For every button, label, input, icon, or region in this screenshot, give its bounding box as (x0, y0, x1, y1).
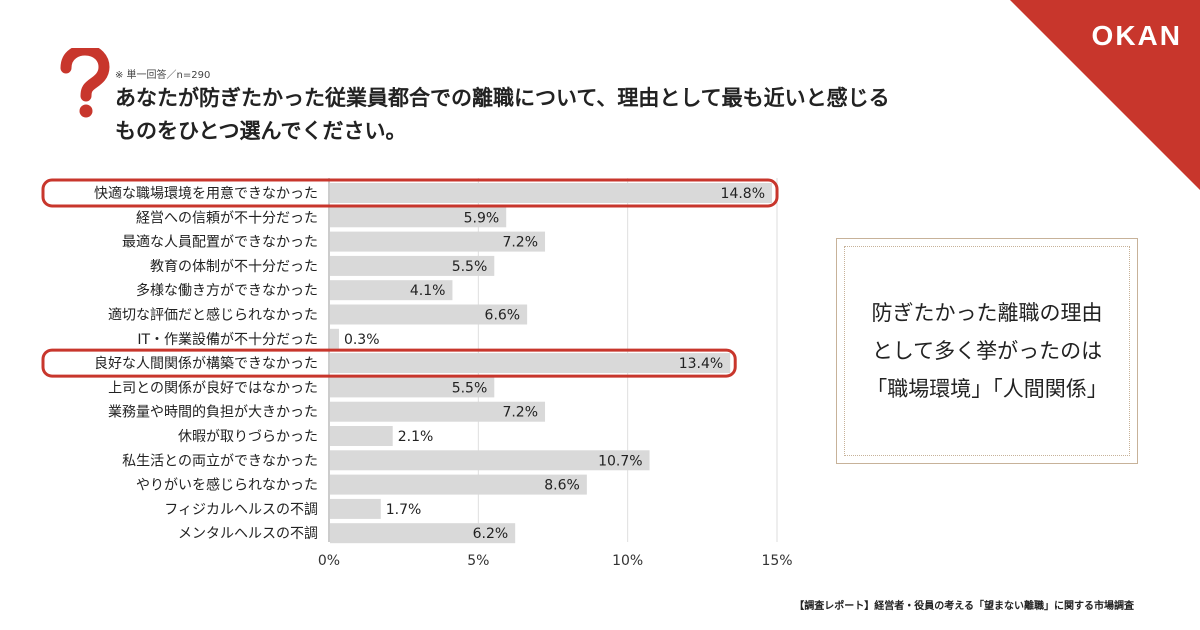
value-label: 8.6% (544, 478, 580, 494)
bar (330, 401, 546, 422)
value-label: 13.4% (679, 356, 723, 372)
bar (330, 523, 516, 544)
value-label: 5.5% (452, 259, 488, 275)
category-label: やりがいを感じられなかった (136, 477, 318, 494)
bar (330, 231, 546, 252)
category-label: 上司との関係が良好ではなかった (108, 380, 318, 396)
bar (330, 426, 393, 446)
brand-corner-triangle (1010, 0, 1200, 190)
callout-inner-border: 防ぎたかった離職の理由 として多く挙がったのは 「職場環境」「人間関係」 (844, 246, 1130, 456)
title-line-2: ものをひとつ選んでください。 (115, 119, 407, 143)
question-title: あなたが防ぎたかった従業員都合での離職について、理由として最も近いと感じる もの… (115, 82, 1015, 148)
highlights (41, 178, 779, 378)
value-label: 4.1% (410, 283, 446, 299)
x-tick-label: 5% (467, 553, 489, 569)
category-label: 良好な人間関係が構築できなかった (94, 356, 318, 372)
value-label: 7.2% (502, 405, 538, 421)
category-label: 適切な評価だと感じられなかった (108, 307, 318, 324)
bar (330, 183, 773, 203)
callout-text: 防ぎたかった離職の理由 として多く挙がったのは 「職場環境」「人間関係」 (845, 294, 1129, 408)
x-tick-label: 10% (612, 553, 643, 569)
category-label: 快適な職場環境を用意できなかった (94, 185, 318, 202)
bar (330, 304, 528, 325)
value-label: 14.8% (721, 186, 765, 202)
x-axis-ticks: 0% 5% 10% 15% (318, 553, 793, 569)
bar (330, 353, 731, 374)
source-caption: 【調査レポート】経営者・役員の考える「望まない離職」に関する市場調査 (794, 601, 1134, 612)
bar-chart: 快適な職場環境を用意できなかった経営への信頼が不十分だった最適な人員配置ができな… (41, 178, 793, 569)
value-label: 5.9% (464, 210, 500, 226)
highlight-outline (41, 178, 779, 208)
category-label: メンタルヘルスの不調 (178, 526, 318, 542)
category-label: 最適な人員配置ができなかった (122, 234, 318, 251)
value-label: 6.6% (485, 308, 521, 324)
callout-line-3: 「職場環境」「人間関係」 (866, 377, 1108, 401)
value-label: 6.2% (473, 526, 509, 542)
callout-line-1: 防ぎたかった離職の理由 (871, 301, 1103, 325)
value-label: 7.2% (502, 235, 538, 251)
category-labels: 快適な職場環境を用意できなかった経営への信頼が不十分だった最適な人員配置ができな… (94, 185, 318, 542)
bar (330, 498, 381, 519)
category-label: 休暇が取りづらかった (178, 429, 318, 445)
bars (330, 183, 773, 544)
category-label: 経営への信頼が不十分だった (136, 210, 318, 226)
value-label: 10.7% (598, 453, 642, 469)
value-label: 5.5% (452, 380, 488, 396)
category-label: 教育の体制が不十分だった (150, 259, 318, 275)
category-label: フィジカルヘルスの不調 (164, 502, 318, 518)
category-label: 多様な働き方ができなかった (136, 282, 318, 299)
value-label: 1.7% (386, 502, 422, 518)
bar (330, 474, 587, 495)
callout-line-2: として多く挙がったのは (871, 339, 1103, 363)
category-label: IT・作業設備が不十分だった (137, 332, 318, 348)
bar (330, 207, 507, 228)
title-line-1: あなたが防ぎたかった従業員都合での離職について、理由として最も近いと感じる (115, 86, 890, 110)
bar (330, 255, 495, 276)
value-labels: 14.8%5.9%7.2%5.5%4.1%6.6%0.3%13.4%5.5%7.… (344, 186, 765, 542)
value-label: 0.3% (344, 332, 380, 348)
category-label: 業務量や時間的負担が大きかった (108, 405, 318, 421)
question-mark-icon (60, 48, 110, 118)
highlight-outline (41, 348, 737, 378)
bar (330, 377, 495, 398)
sample-note: ※ 単一回答／n=290 (115, 70, 211, 81)
category-label: 私生活との両立ができなかった (122, 453, 318, 469)
bar (330, 280, 453, 301)
x-tick-label: 15% (761, 553, 792, 569)
value-label: 2.1% (398, 429, 434, 445)
okan-logo: OKAN (1091, 20, 1182, 51)
bar (330, 450, 650, 471)
bar (330, 328, 339, 349)
summary-callout: 防ぎたかった離職の理由 として多く挙がったのは 「職場環境」「人間関係」 (836, 238, 1138, 464)
x-tick-label: 0% (318, 553, 340, 569)
